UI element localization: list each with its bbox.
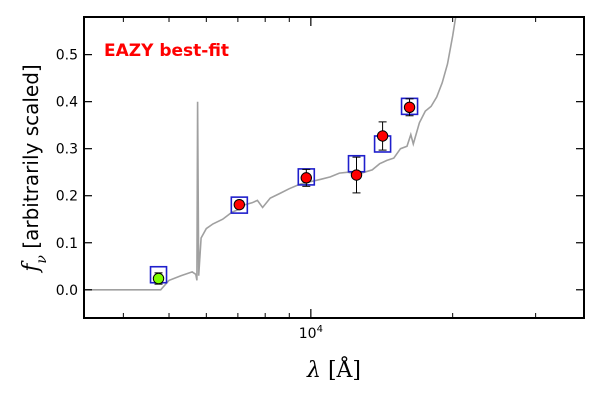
y-tick-label: 0.1 — [56, 236, 78, 252]
y-axis-text: [arbitrarily scaled] — [19, 64, 43, 255]
y-tick-label: 0.3 — [56, 142, 78, 158]
x-axis-symbol: λ — [306, 358, 321, 383]
plot-clipped — [84, 17, 457, 291]
plot-area — [84, 17, 457, 291]
model-flux-box — [230, 196, 249, 214]
y-tick-label: 0.5 — [56, 48, 78, 64]
observed-point — [350, 169, 363, 181]
x-axis-label: λ [Å] — [306, 355, 361, 383]
observed-point — [376, 130, 389, 142]
x-tick-exponent: 4 — [317, 324, 323, 335]
axis-ticks: 0.0 0.1 0.2 0.3 0.4 0.5 104 — [56, 17, 584, 342]
observed-point — [300, 172, 312, 184]
observed-point-highlight — [152, 272, 165, 285]
observed-point — [233, 198, 246, 211]
x-tick-label: 104 — [299, 324, 323, 342]
plot-frame — [83, 16, 585, 319]
chart-annotation: EAZY best-fit — [104, 41, 229, 61]
sed-line — [84, 17, 457, 291]
observed-point — [403, 101, 416, 114]
x-axis-unit: [Å] — [321, 355, 361, 383]
y-axis-subscript: ν — [34, 255, 50, 264]
y-tick-label: 0.0 — [56, 283, 78, 299]
y-tick-label: 0.4 — [56, 95, 78, 111]
y-tick-label: 0.2 — [56, 189, 78, 205]
x-tick-base: 10 — [299, 326, 317, 342]
